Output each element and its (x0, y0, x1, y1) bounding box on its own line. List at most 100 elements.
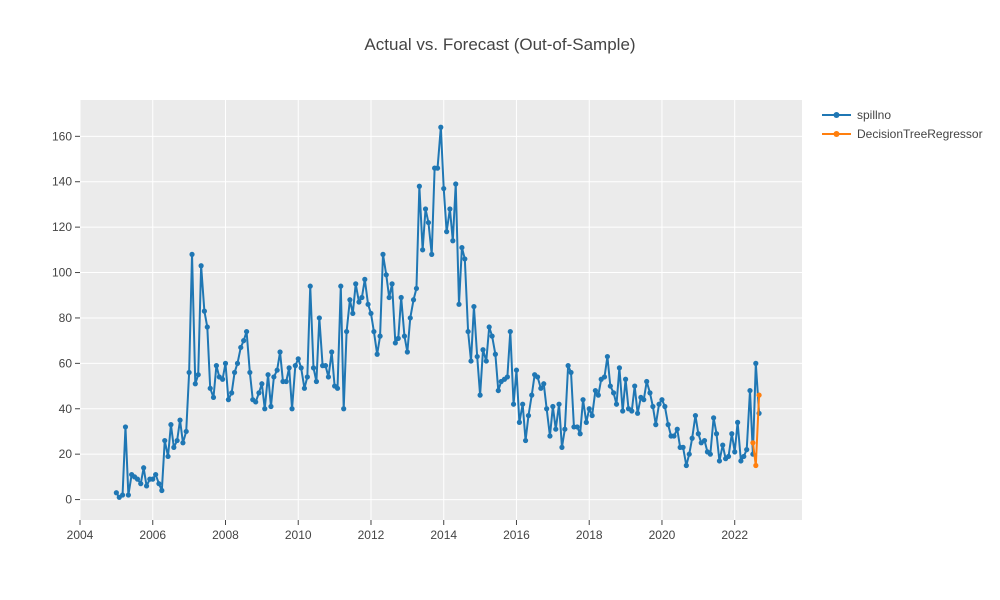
y-axis: 0 20 40 60 80 100 120 140 160 (52, 129, 80, 507)
data-point-spillno (453, 181, 459, 187)
data-point-spillno (671, 433, 677, 439)
data-point-spillno (277, 349, 283, 355)
data-point-spillno (183, 428, 189, 435)
data-point-spillno (522, 437, 529, 444)
legend-item-DecisionTreeRegressor[interactable]: DecisionTreeRegressor (822, 127, 983, 141)
data-point-spillno (732, 449, 738, 455)
data-point-spillno (286, 365, 292, 371)
data-point-spillno (534, 374, 541, 380)
data-point-spillno (741, 453, 747, 460)
data-point-spillno (753, 360, 759, 366)
data-point-spillno (556, 401, 562, 407)
data-point-spillno (662, 403, 668, 410)
data-point-spillno (225, 397, 231, 403)
data-point-spillno (119, 492, 126, 498)
data-point-spillno (586, 406, 592, 412)
plot-area (80, 100, 802, 520)
data-point-spillno (641, 397, 647, 403)
data-point-spillno (207, 385, 213, 391)
data-point-spillno (438, 124, 444, 130)
data-point-spillno (601, 374, 608, 380)
data-point-spillno (165, 453, 171, 460)
data-point-spillno (195, 372, 201, 378)
data-point-spillno (544, 406, 550, 412)
data-point-spillno (219, 376, 226, 382)
data-point-spillno (489, 333, 495, 339)
data-point-spillno (550, 403, 556, 410)
data-point-spillno (150, 476, 156, 482)
data-point-spillno (213, 363, 219, 369)
x-axis: 2004 2006 2008 2010 2012 2014 2016 2018 2020 2022 (67, 520, 748, 542)
data-point-spillno (477, 392, 483, 398)
data-point-spillno (189, 251, 195, 257)
data-point-spillno (134, 476, 141, 482)
data-point-spillno (377, 333, 383, 339)
data-point-spillno (234, 360, 241, 366)
data-point-spillno (122, 424, 129, 430)
data-point-spillno (632, 383, 638, 389)
data-point-spillno (204, 324, 210, 330)
data-point-spillno (186, 369, 192, 376)
data-point-spillno (568, 369, 574, 376)
data-point-spillno (141, 465, 147, 471)
data-point-spillno (247, 369, 253, 376)
data-point-spillno (420, 247, 426, 253)
data-point-spillno (468, 358, 474, 364)
data-point-spillno (389, 281, 395, 287)
data-point-spillno (398, 294, 404, 301)
data-point-spillno (410, 297, 417, 303)
series-spillno (113, 124, 762, 500)
data-point-spillno (559, 444, 565, 450)
data-point-spillno (171, 444, 177, 450)
data-point-spillno (459, 244, 465, 251)
data-point-spillno (510, 401, 517, 407)
data-point-spillno (744, 447, 750, 453)
data-point-spillno (138, 481, 144, 487)
data-point-spillno (620, 408, 626, 414)
data-point-spillno (720, 442, 726, 448)
data-point-spillno (674, 426, 680, 432)
data-point-spillno (716, 458, 723, 464)
y-tick-label: 160 (52, 129, 72, 143)
data-point-DecisionTreeRegressor (750, 440, 756, 446)
legend[interactable]: spillno DecisionTreeRegressor (822, 108, 983, 141)
data-point-spillno (616, 365, 623, 371)
data-point-spillno (143, 483, 150, 489)
x-tick-label: 2010 (285, 528, 312, 542)
data-point-spillno (380, 251, 386, 257)
data-point-spillno (341, 406, 347, 412)
data-point-spillno (334, 385, 341, 391)
data-point-spillno (495, 387, 501, 394)
data-point-spillno (386, 294, 392, 301)
data-point-spillno (395, 335, 401, 341)
data-point-spillno (253, 399, 259, 405)
data-point-spillno (338, 283, 344, 289)
data-point-spillno (413, 285, 420, 292)
data-point-spillno (383, 272, 389, 278)
data-point-spillno (329, 349, 335, 355)
data-point-spillno (283, 378, 289, 385)
legend-item-spillno[interactable]: spillno (822, 108, 891, 122)
data-point-spillno (738, 458, 744, 464)
y-tick-label: 140 (52, 175, 72, 189)
y-tick-label: 0 (65, 493, 72, 507)
x-tick-label: 2012 (358, 528, 385, 542)
data-point-spillno (444, 229, 450, 235)
data-point-spillno (525, 412, 532, 419)
data-point-spillno (513, 367, 520, 373)
data-point-spillno (656, 401, 662, 407)
data-point-spillno (368, 310, 374, 317)
data-point-spillno (725, 453, 732, 460)
data-point-spillno (456, 301, 462, 307)
legend-label: spillno (857, 108, 891, 122)
data-point-spillno (577, 431, 583, 437)
data-point-spillno (604, 353, 611, 360)
data-point-DecisionTreeRegressor (753, 462, 759, 469)
data-point-spillno (316, 315, 322, 321)
data-point-spillno (541, 381, 547, 387)
data-point-DecisionTreeRegressor (756, 392, 762, 398)
data-point-spillno (595, 392, 601, 398)
data-point-spillno (365, 301, 371, 307)
data-point-spillno (401, 333, 408, 339)
